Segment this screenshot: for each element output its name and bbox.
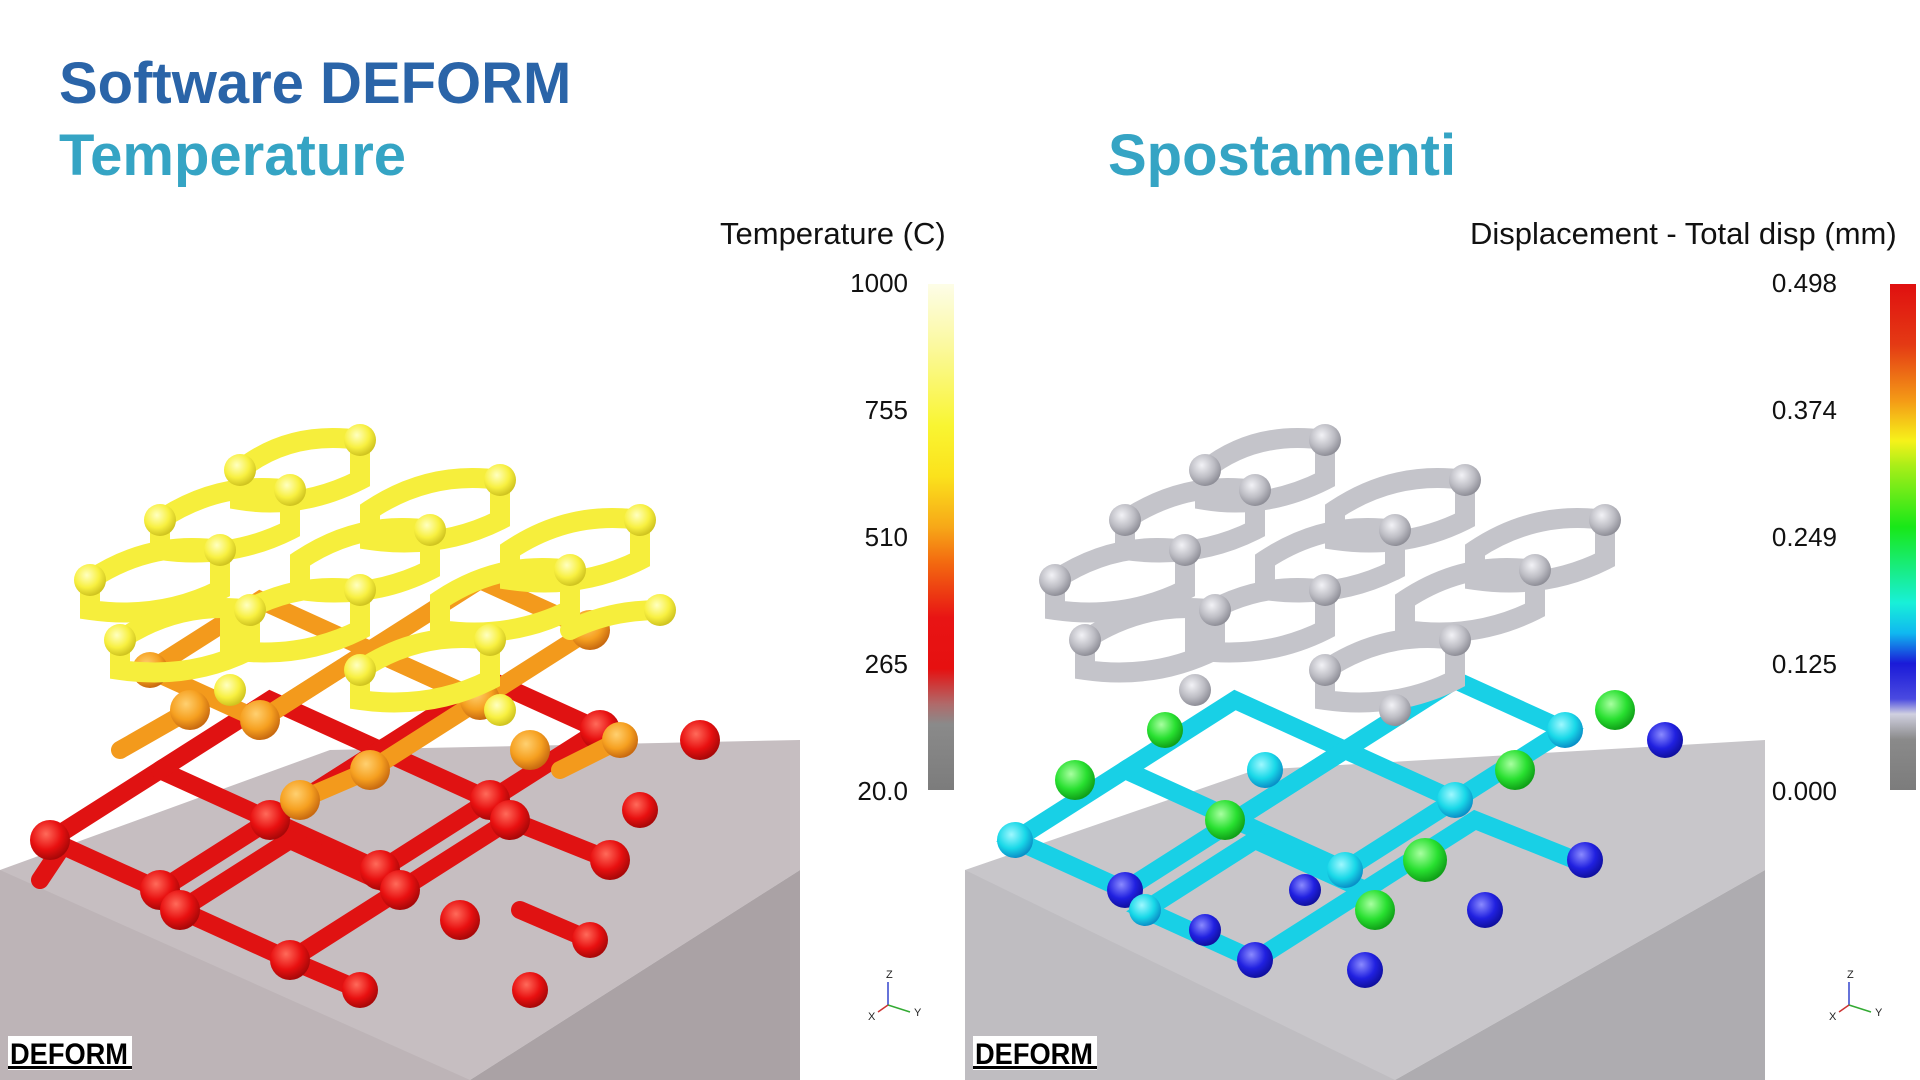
logo-text: DEFORM xyxy=(10,1038,128,1070)
deform-logo: DEFORM xyxy=(8,1036,132,1070)
lattice-top-nodes xyxy=(74,424,676,726)
temperature-tick-4: 265 xyxy=(864,649,908,679)
temperature-tick-2: 755 xyxy=(864,395,908,425)
triad-y-label: Y xyxy=(1875,1007,1883,1019)
temperature-tick-max: 1000 xyxy=(850,268,908,298)
base-plate-front xyxy=(0,870,470,1080)
displacement-tick-min: 0.000 xyxy=(1771,776,1837,806)
temperature-3d-viewport[interactable] xyxy=(0,210,800,1080)
slide-title: Software DEFORM xyxy=(59,51,572,116)
triad-x-label: X xyxy=(868,1011,876,1023)
lattice-lower-green-nodes xyxy=(1055,690,1635,930)
lattice-top-nodes xyxy=(1039,424,1621,726)
displacement-tick-max: 0.498 xyxy=(1771,268,1837,298)
displacement-tick-4: 0.125 xyxy=(1771,649,1837,679)
logo-text: DEFORM xyxy=(975,1038,1093,1070)
triad-z-label: Z xyxy=(1847,969,1854,981)
displacement-legend-title: Displacement - Total disp (mm) xyxy=(1470,216,1897,251)
temperature-subtitle: Temperature xyxy=(59,123,407,188)
temperature-legend-title: Temperature (C) xyxy=(720,216,946,251)
axis-triad-icon: Z Y X xyxy=(1829,969,1883,1023)
deform-logo: DEFORM xyxy=(973,1036,1097,1070)
lattice-top-layer xyxy=(80,428,670,713)
lattice-top-layer xyxy=(1045,428,1615,713)
base-plate-side xyxy=(470,870,800,1080)
displacement-tick-2: 0.374 xyxy=(1771,395,1837,425)
triad-y-label: Y xyxy=(914,1007,922,1019)
triad-z-label: Z xyxy=(886,969,893,981)
temperature-colorbar xyxy=(928,284,954,790)
lattice-lower-blue-nodes xyxy=(1107,722,1683,988)
displacement-colorbar xyxy=(1890,284,1916,790)
triad-x-label: X xyxy=(1829,1011,1837,1023)
lattice-lower-nodes xyxy=(30,710,720,1008)
displacement-panel: Displacement - Total disp (mm) 0.498 0.3… xyxy=(965,210,1920,1080)
axis-triad-icon: Z Y X xyxy=(868,969,922,1023)
temperature-tick-3: 510 xyxy=(864,522,908,552)
base-plate-front xyxy=(965,870,1395,1080)
temperature-panel: Temperature (C) 1000 755 510 265 20.0 xyxy=(0,210,965,1080)
displacement-3d-viewport[interactable] xyxy=(965,210,1765,1080)
temperature-tick-min: 20.0 xyxy=(857,776,908,806)
base-plate-side xyxy=(1395,870,1765,1080)
lattice-lower-cyan-nodes xyxy=(997,712,1583,926)
displacement-tick-3: 0.249 xyxy=(1771,522,1837,552)
displacement-subtitle: Spostamenti xyxy=(1108,123,1457,188)
